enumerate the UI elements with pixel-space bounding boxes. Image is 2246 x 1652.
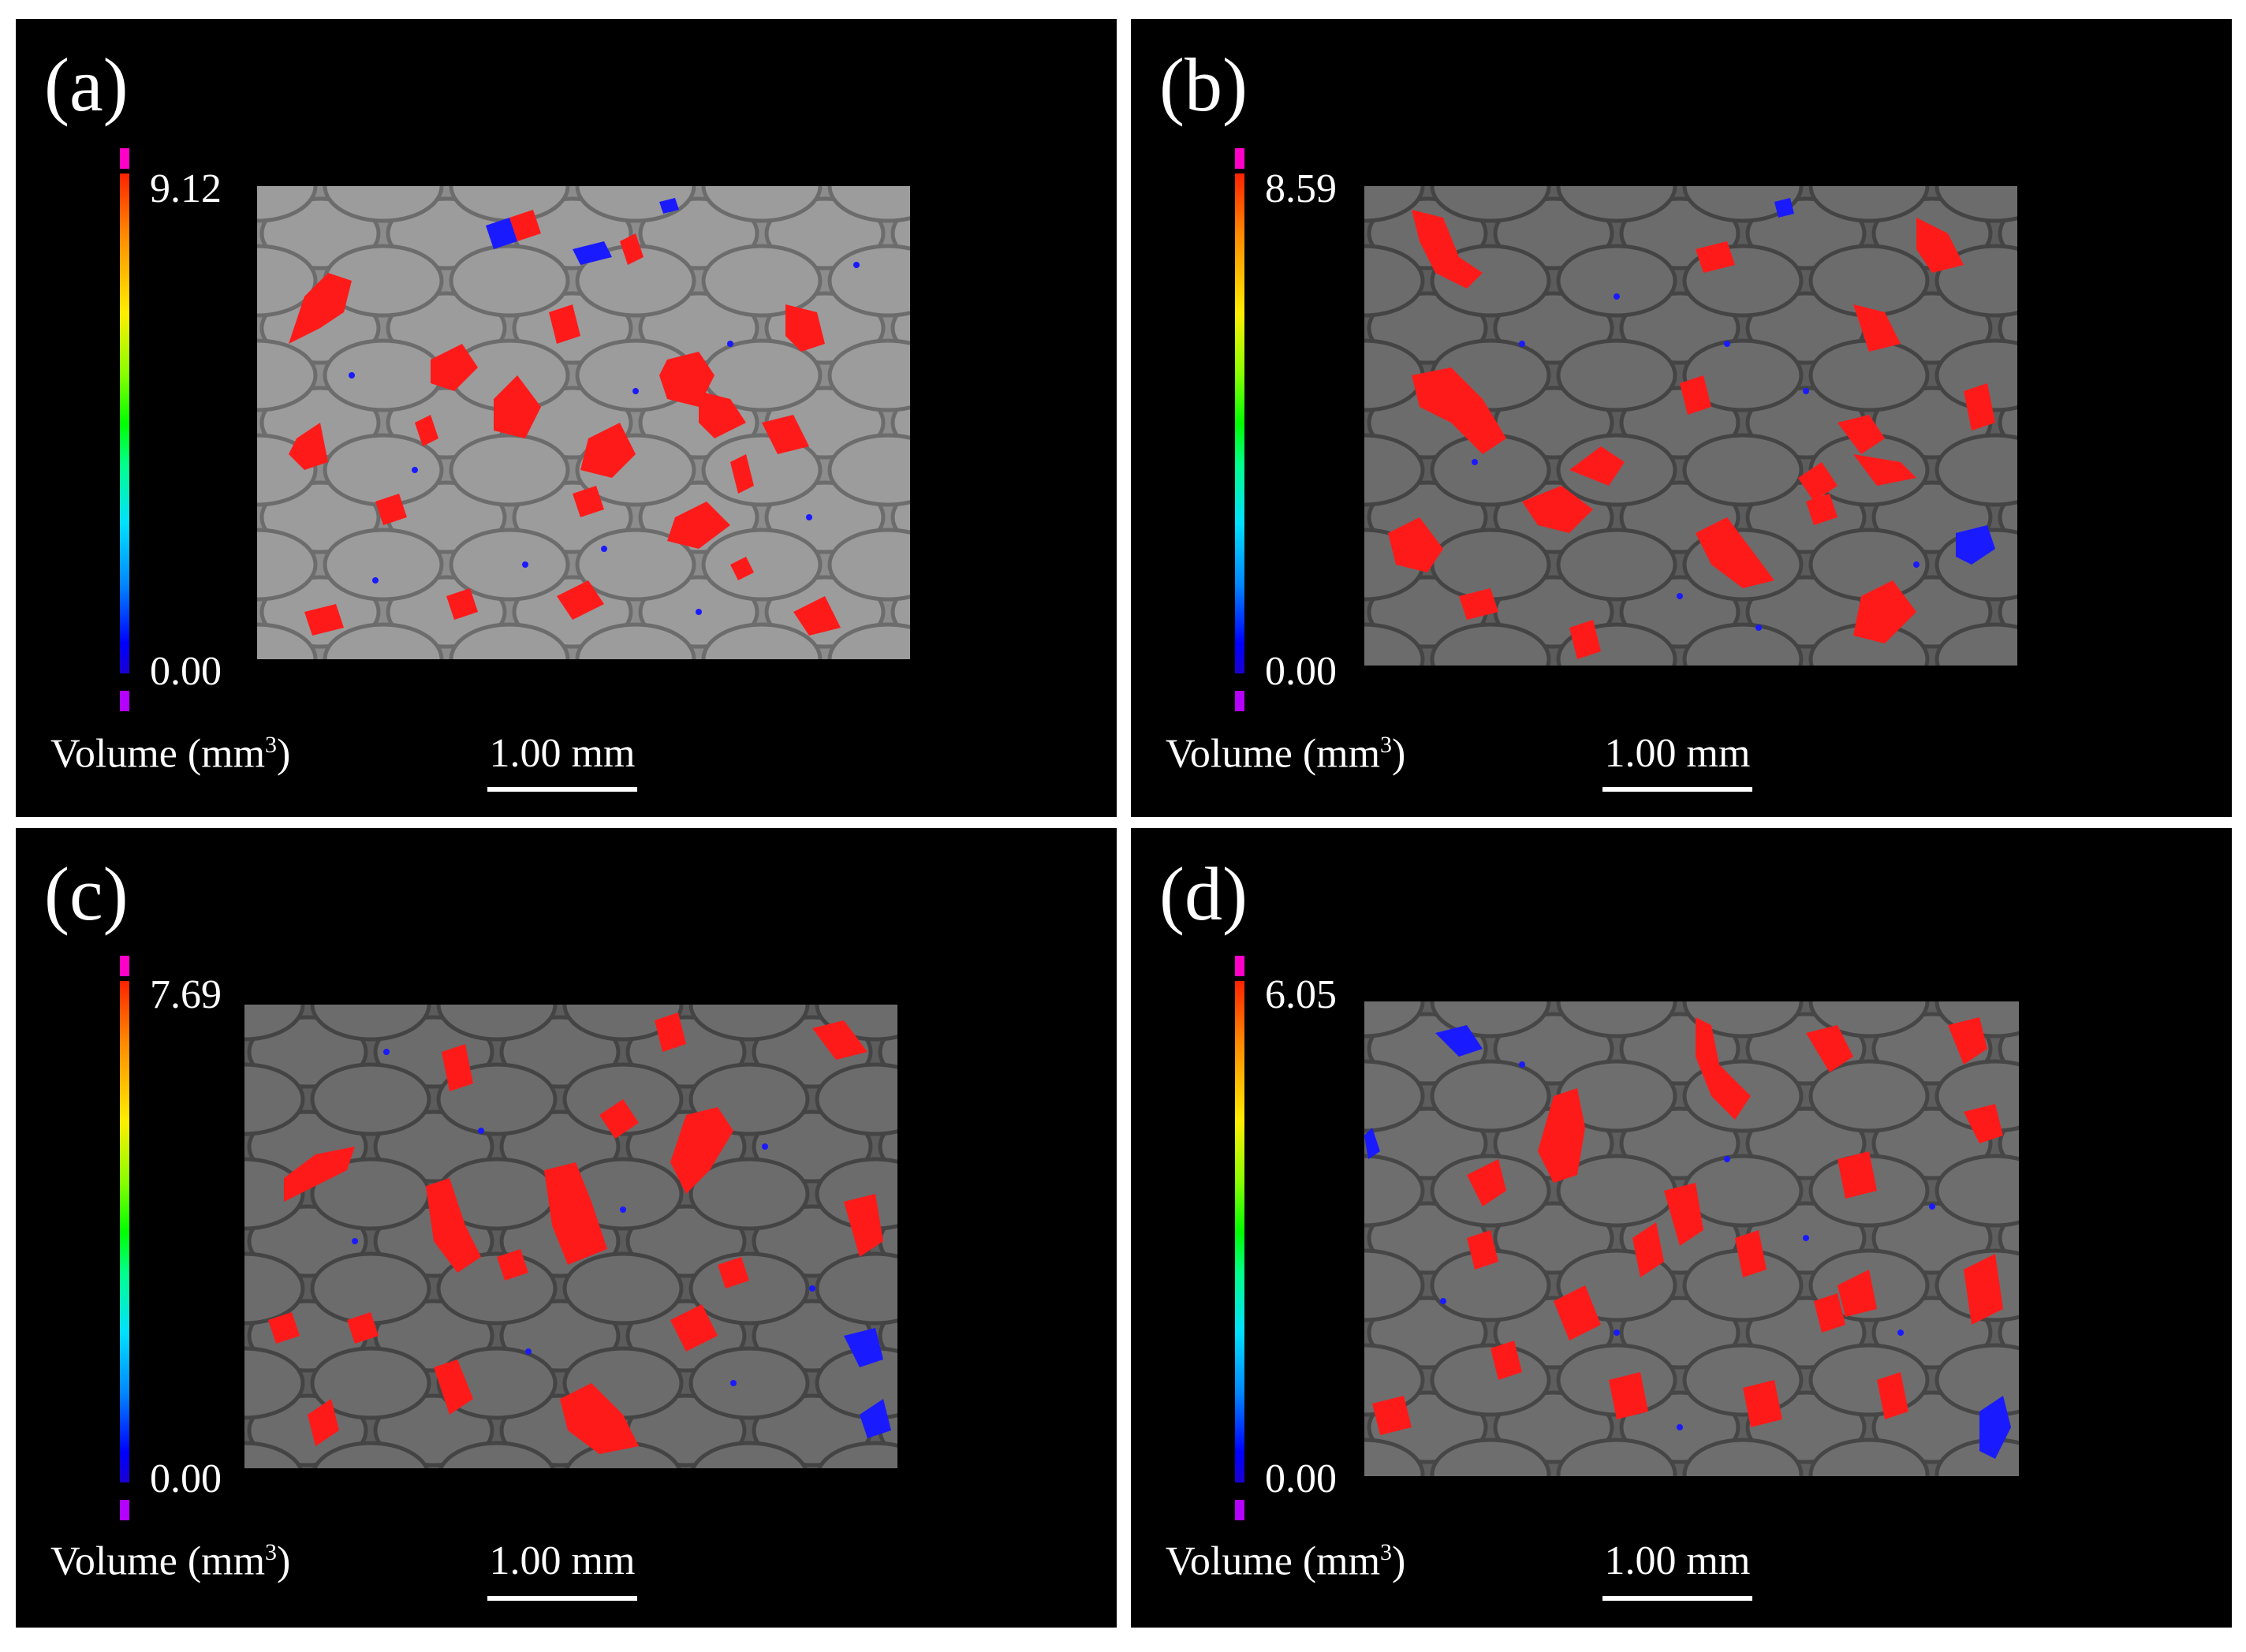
ct-slice-image — [1364, 186, 2017, 666]
large-pores — [1372, 1017, 2003, 1435]
colorbar-max-label: 7.69 — [150, 972, 222, 1017]
colorbar-top-cap — [120, 148, 129, 169]
colorbar-top-cap — [120, 956, 129, 976]
colorbar-bottom-cap — [1235, 691, 1244, 711]
colorbar-bottom-cap — [120, 1500, 129, 1520]
scale-bar — [487, 787, 637, 792]
ct-slice-image — [244, 1005, 897, 1468]
scale-bar — [487, 1596, 637, 1601]
colorbar-title: Volume (mm3) — [50, 1538, 291, 1584]
scale-bar-label: 1.00 mm — [489, 731, 636, 776]
panel-d: (d) 6.05 0.00 — [1131, 828, 2232, 1628]
scale-bar — [1602, 1596, 1752, 1601]
colorbar-max-label: 6.05 — [1265, 972, 1337, 1017]
scale-bar-label: 1.00 mm — [1604, 731, 1751, 776]
colorbar-max-label: 9.12 — [150, 166, 222, 211]
large-pores — [289, 210, 841, 636]
colorbar-bottom-cap — [1235, 1500, 1244, 1520]
colorbar-bottom-cap — [120, 691, 129, 711]
panel-c: (c) 7.69 0.00 — [16, 828, 1117, 1628]
panel-label: (c) — [44, 852, 129, 936]
colorbar-title: Volume (mm3) — [1166, 731, 1406, 777]
colorbar-max-label: 8.59 — [1265, 166, 1337, 211]
small-pores — [352, 1049, 891, 1438]
colorbar — [120, 173, 129, 673]
small-pores — [1364, 1025, 2011, 1459]
panel-a: (a) 9.12 0.00 — [16, 19, 1117, 817]
panel-label: (d) — [1159, 852, 1248, 936]
small-pores — [1472, 198, 1995, 631]
colorbar-min-label: 0.00 — [150, 649, 222, 694]
scale-bar-label: 1.00 mm — [1604, 1538, 1751, 1583]
ct-slice-image — [1364, 1001, 2019, 1476]
colorbar — [1235, 981, 1244, 1482]
colorbar-title: Volume (mm3) — [50, 731, 291, 777]
colorbar-min-label: 0.00 — [1265, 649, 1337, 694]
colorbar-top-cap — [1235, 956, 1244, 976]
panel-label: (b) — [1159, 43, 1248, 127]
scale-bar-label: 1.00 mm — [489, 1538, 636, 1583]
large-pores — [268, 1012, 883, 1454]
panel-b: (b) 8.59 0.00 — [1131, 19, 2232, 817]
colorbar — [120, 981, 129, 1482]
colorbar-top-cap — [1235, 148, 1244, 169]
colorbar-title: Volume (mm3) — [1166, 1538, 1406, 1584]
large-pores — [1388, 210, 1995, 659]
colorbar-min-label: 0.00 — [150, 1456, 222, 1501]
panel-label: (a) — [44, 43, 129, 127]
scale-bar — [1602, 787, 1752, 792]
colorbar — [1235, 173, 1244, 673]
colorbar-min-label: 0.00 — [1265, 1456, 1337, 1501]
small-pores — [349, 198, 860, 615]
ct-slice-image — [257, 186, 910, 659]
